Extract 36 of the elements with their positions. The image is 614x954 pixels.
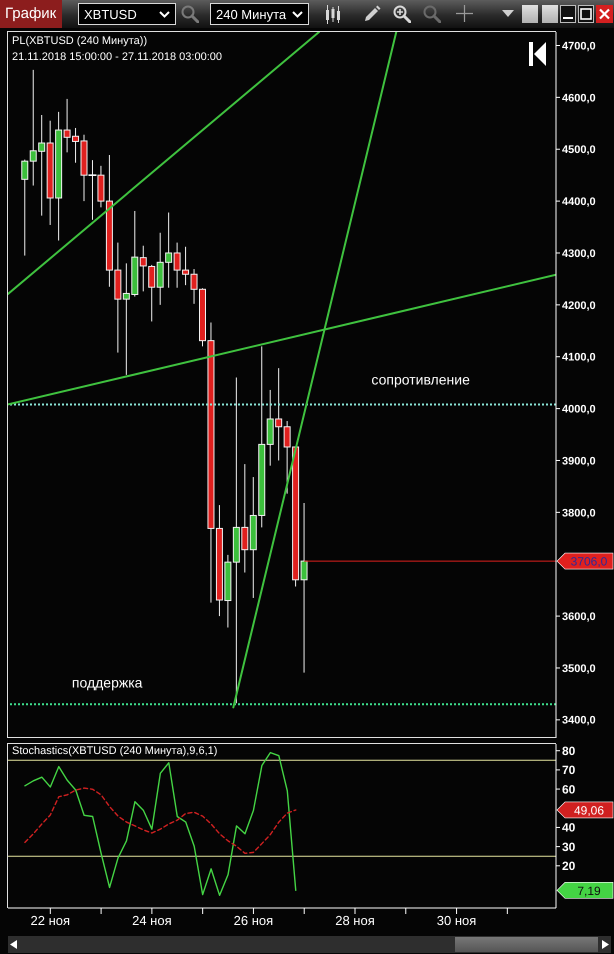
y-tick-label: 4700,0 — [562, 40, 596, 52]
y-tick-label: 40 — [562, 820, 576, 835]
text: График — [5, 5, 56, 23]
x-tick-label: 28 ноя — [335, 913, 375, 928]
text: 49,06 — [574, 803, 604, 818]
y-tick-label: 80 — [562, 744, 576, 758]
ref-line-label: поддержка — [72, 674, 143, 690]
y-tick-label: 30 — [562, 840, 576, 854]
line-series — [24, 787, 296, 854]
chart-title: PL(XBTUSD (240 Минута)) — [12, 35, 148, 48]
x-tick-label: 26 ноя — [234, 913, 274, 928]
x-tick-label: 22 ноя — [30, 913, 70, 928]
y-tick-label: 4500,0 — [562, 144, 596, 156]
y-tick-label: 60 — [562, 782, 576, 796]
y-tick-label: 70 — [562, 763, 576, 778]
y-tick-label: 3800,0 — [562, 507, 596, 520]
y-tick-label: 4300,0 — [562, 248, 596, 260]
y-tick-label: 4200,0 — [562, 300, 596, 312]
y-tick-label: 4400,0 — [562, 196, 596, 208]
y-tick-label: 4000,0 — [562, 404, 596, 416]
y-tick-label: 20 — [562, 859, 576, 874]
y-tick-label: 3900,0 — [562, 455, 596, 468]
y-tick-label: 3500,0 — [562, 662, 596, 675]
y-tick-label: 4100,0 — [562, 352, 596, 364]
ref-line-label: 3706,0 — [570, 554, 608, 569]
text: 240 Минута — [216, 6, 286, 23]
x-tick-label: 24 ноя — [132, 913, 172, 928]
x-tick-label: 30 ноя — [436, 913, 476, 928]
y-tick-label: 3600,0 — [562, 611, 596, 623]
text: 7,19 — [577, 884, 601, 898]
chart-title: Stochastics(XBTUSD (240 Минута),9,6,1) — [12, 745, 218, 758]
text: XBTUSD — [84, 6, 137, 23]
ref-line-label: сопротивление — [371, 371, 470, 388]
y-tick-label: 4600,0 — [562, 92, 596, 104]
y-tick-label: 3400,0 — [562, 714, 596, 727]
text: 21.11.2018 15:00:00 - 27.11.2018 03:00:00 — [12, 51, 222, 64]
